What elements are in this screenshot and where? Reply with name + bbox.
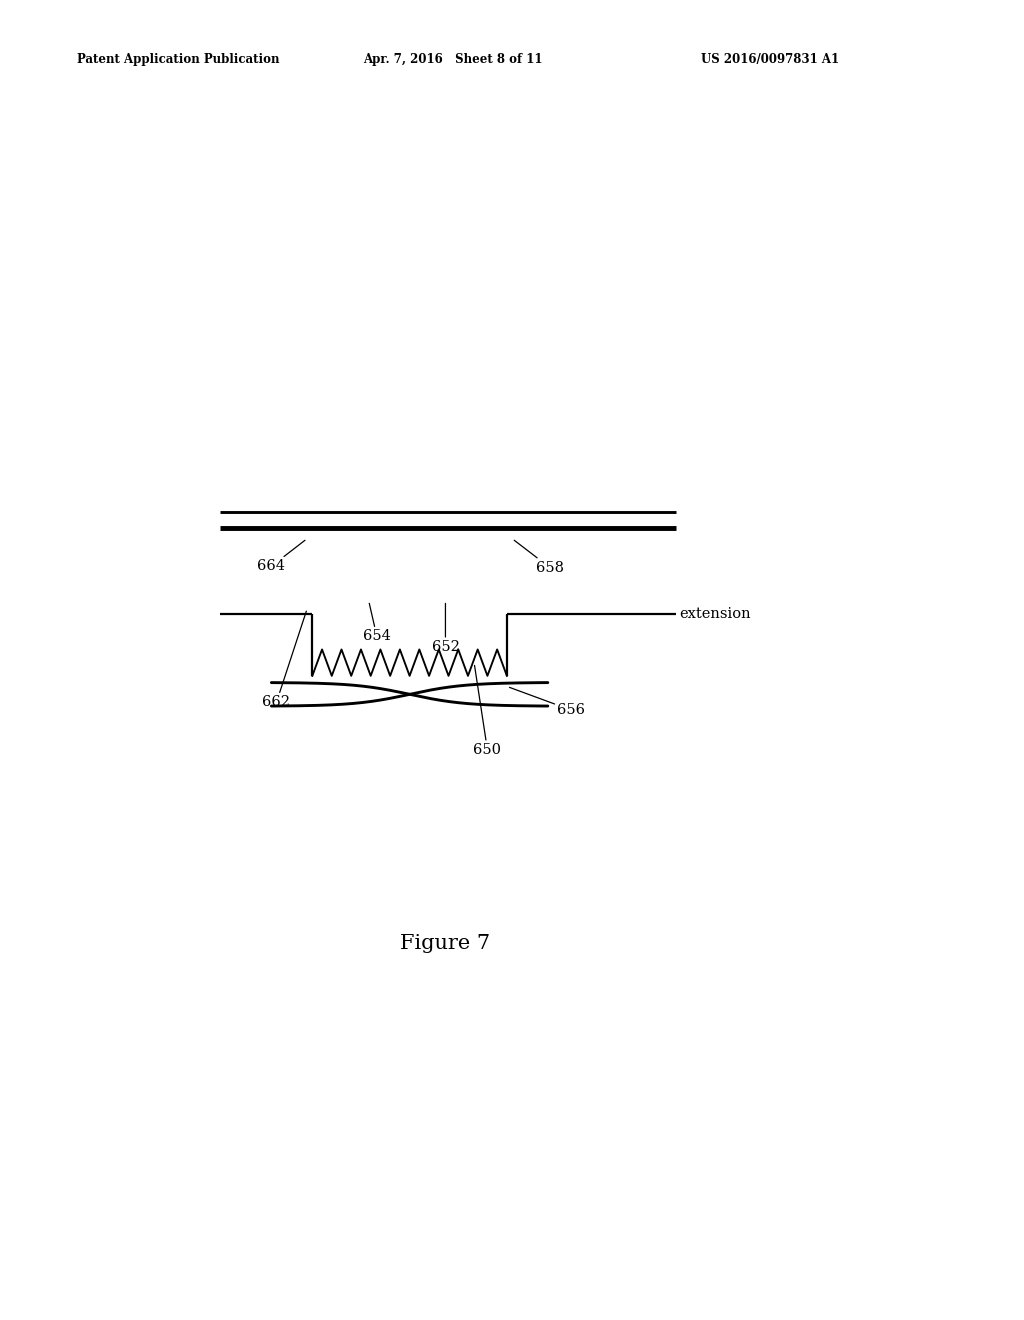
Text: 662: 662 [262,611,306,709]
Text: extension: extension [679,607,751,620]
Text: 650: 650 [473,665,502,756]
Text: Patent Application Publication: Patent Application Publication [77,53,280,66]
Text: 656: 656 [510,688,586,717]
Text: 652: 652 [431,603,460,653]
Text: US 2016/0097831 A1: US 2016/0097831 A1 [701,53,840,66]
Text: 664: 664 [257,540,305,573]
Text: 654: 654 [362,603,391,643]
Text: Apr. 7, 2016   Sheet 8 of 11: Apr. 7, 2016 Sheet 8 of 11 [364,53,543,66]
Text: Figure 7: Figure 7 [400,935,490,953]
Text: 658: 658 [514,540,564,574]
